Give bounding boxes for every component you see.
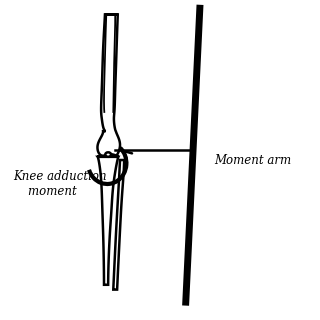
Polygon shape [98, 154, 118, 285]
Ellipse shape [105, 152, 111, 157]
Text: Moment arm: Moment arm [214, 154, 292, 166]
Text: Knee adduction
    moment: Knee adduction moment [13, 170, 107, 198]
Polygon shape [113, 160, 124, 290]
Polygon shape [98, 14, 120, 157]
